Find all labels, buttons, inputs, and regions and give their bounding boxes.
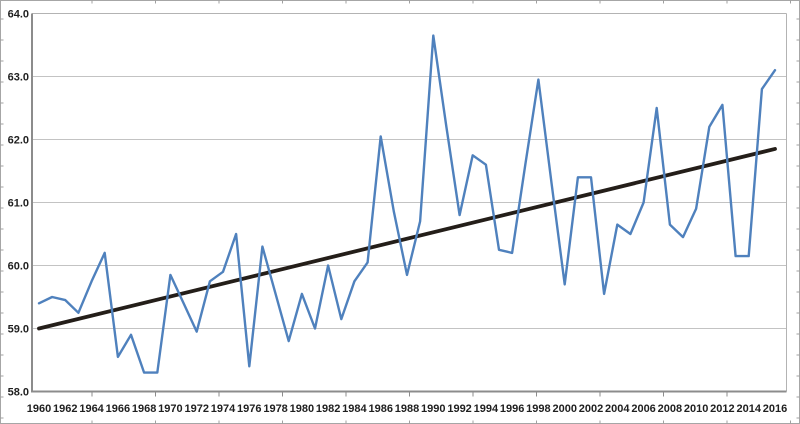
x-axis-label: 1994 <box>474 403 499 415</box>
y-axis-label: 63.0 <box>8 72 29 84</box>
y-axis-label: 58.0 <box>8 387 29 399</box>
x-axis-label: 1968 <box>132 403 156 415</box>
x-axis-label: 2004 <box>605 403 630 415</box>
x-axis-label: 1998 <box>526 403 550 415</box>
x-axis-label: 2000 <box>552 403 576 415</box>
y-axis-label: 62.0 <box>8 135 29 147</box>
x-axis-label: 1974 <box>211 403 236 415</box>
x-axis-label: 1980 <box>290 403 314 415</box>
x-axis-label: 2006 <box>631 403 655 415</box>
y-axis-labels: 58.0 59.0 60.0 61.0 62.0 63.0 64.0 <box>8 9 29 399</box>
x-axis-label: 1984 <box>342 403 367 415</box>
y-axis-label: 60.0 <box>8 261 29 273</box>
x-axis-label: 1964 <box>79 403 104 415</box>
y-axis-label: 59.0 <box>8 324 29 336</box>
data-series-line <box>37 34 777 374</box>
x-axis-label: 1978 <box>263 403 287 415</box>
x-axis-label: 1982 <box>316 403 340 415</box>
trend-line <box>37 147 777 331</box>
x-axis-label: 1972 <box>184 403 208 415</box>
y-axis-label: 61.0 <box>8 198 29 210</box>
x-axis-label: 2016 <box>763 403 787 415</box>
x-axis-label: 2012 <box>710 403 734 415</box>
x-axis-label: 2008 <box>658 403 682 415</box>
x-axis-label: 1986 <box>368 403 392 415</box>
x-axis-ticks <box>91 392 728 397</box>
x-axis-label: 2002 <box>579 403 603 415</box>
x-axis-label: 2010 <box>684 403 708 415</box>
x-axis-label: 1962 <box>53 403 77 415</box>
x-axis-labels: 1960 1962 1964 1966 1968 1970 1972 1974 1976 1978… <box>27 403 787 415</box>
x-axis-label: 1992 <box>447 403 471 415</box>
x-axis-label: 1996 <box>500 403 524 415</box>
x-axis-label: 1976 <box>237 403 261 415</box>
x-axis-label: 1960 <box>27 403 51 415</box>
y-axis-label: 64.0 <box>8 9 29 21</box>
x-axis-label: 1970 <box>158 403 182 415</box>
x-axis-label: 2014 <box>736 403 761 415</box>
x-axis-label: 1966 <box>106 403 130 415</box>
x-axis-label: 1990 <box>421 403 445 415</box>
x-axis-label: 1988 <box>395 403 419 415</box>
